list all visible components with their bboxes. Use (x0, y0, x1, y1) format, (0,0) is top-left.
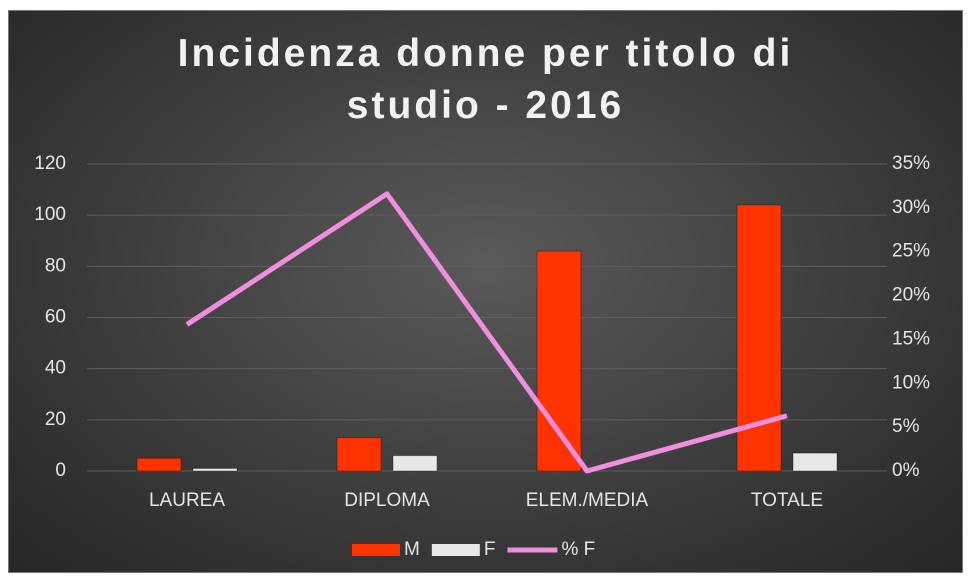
legend-swatch (431, 544, 480, 556)
legend-label: % F (561, 539, 595, 560)
chart-background (8, 10, 963, 573)
bar (336, 437, 382, 472)
bar (736, 204, 782, 472)
x-tick-label: ELEM./MEDIA (526, 490, 649, 511)
y-tick-label: 20 (45, 409, 66, 430)
y-tick-label: 80 (45, 255, 66, 276)
bar (192, 467, 238, 472)
y-tick-label: 120 (34, 153, 66, 174)
y2-tick-label: 30% (892, 197, 930, 218)
y2-tick-label: 15% (892, 328, 930, 349)
legend-label: F (484, 539, 496, 560)
y2-tick-label: 35% (892, 153, 930, 174)
y2-tick-label: 25% (892, 241, 930, 262)
y2-tick-label: 10% (892, 372, 930, 393)
legend-swatch (352, 544, 400, 556)
x-tick-label: LAUREA (149, 490, 225, 511)
y-tick-label: 60 (45, 307, 66, 328)
bar (792, 452, 838, 472)
bar (536, 250, 582, 472)
bar (392, 455, 438, 472)
chart-title: Incidenza donne per titolo di studio - 2… (177, 32, 794, 127)
y-tick-label: 100 (34, 204, 66, 225)
y2-tick-label: 20% (892, 285, 930, 306)
y-tick-label: 40 (45, 358, 66, 379)
y2-tick-label: 5% (892, 416, 920, 437)
legend-label: M (404, 539, 420, 560)
y-tick-label: 0 (55, 460, 66, 481)
y2-tick-label: 0% (892, 460, 920, 481)
x-tick-label: DIPLOMA (344, 490, 430, 511)
line (185, 191, 788, 474)
x-tick-label: TOTALE (751, 490, 823, 511)
bar (136, 457, 182, 472)
